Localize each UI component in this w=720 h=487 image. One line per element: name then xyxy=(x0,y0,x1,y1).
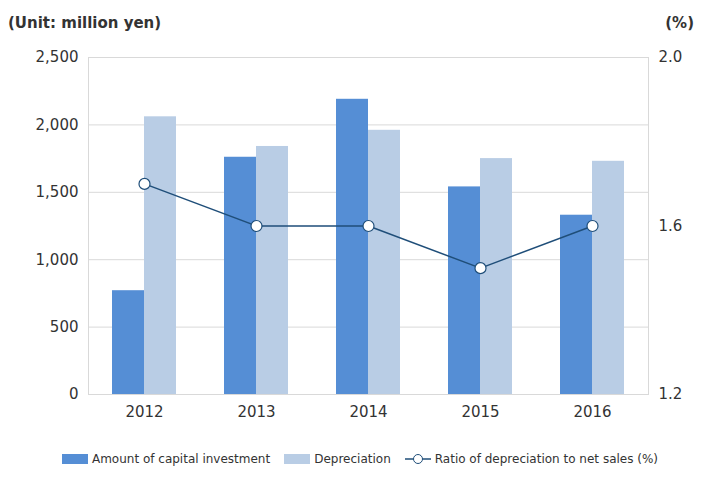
svg-text:2,500: 2,500 xyxy=(36,48,79,66)
svg-text:2016: 2016 xyxy=(573,403,611,421)
html-text:Amount of capital investment: Amount of capital investment xyxy=(91,452,271,466)
svg-text:2014: 2014 xyxy=(349,403,387,421)
svg-text:2,000: 2,000 xyxy=(36,116,79,134)
svg-text:1,000: 1,000 xyxy=(36,251,79,269)
svg-text:1,500: 1,500 xyxy=(36,183,79,201)
svg-text:2012: 2012 xyxy=(125,403,163,421)
svg-text:2.0: 2.0 xyxy=(659,48,683,66)
svg-text:1.6: 1.6 xyxy=(659,217,683,235)
html-text:(Unit: million yen): (Unit: million yen) xyxy=(8,14,162,32)
svg-text:2013: 2013 xyxy=(237,403,275,421)
svg-text:1.2: 1.2 xyxy=(659,385,683,403)
svg-text:2015: 2015 xyxy=(461,403,499,421)
html-text:Depreciation: Depreciation xyxy=(314,452,391,466)
html-text:Ratio of depreciation to net s: Ratio of depreciation to net sales (%) xyxy=(434,452,658,466)
svg-text:0: 0 xyxy=(69,385,79,403)
svg-text:500: 500 xyxy=(50,318,79,336)
